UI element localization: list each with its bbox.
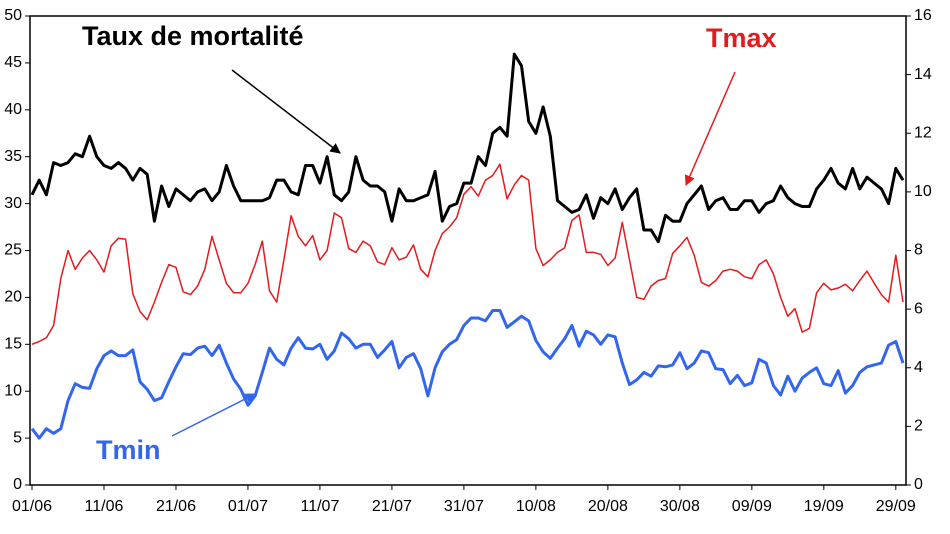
x-tick-label: 30/08	[660, 498, 700, 515]
y-tick-label: 30	[4, 195, 22, 212]
plot-area	[29, 15, 907, 486]
annotation-arrow	[171, 393, 256, 437]
y-tick-label: 45	[4, 54, 22, 71]
y2-tick-label: 0	[914, 476, 923, 493]
y-tick-label: 15	[4, 336, 22, 353]
annotation-arrow	[684, 71, 736, 186]
x-tick-label: 20/08	[588, 498, 628, 515]
y2-tick-label: 10	[914, 183, 932, 200]
y2-tick-label: 2	[914, 418, 923, 435]
x-tick-label: 01/07	[228, 498, 268, 515]
y-tick-label: 0	[13, 476, 22, 493]
y-tick-label: 40	[4, 101, 22, 118]
x-tick-label: 11/06	[85, 498, 124, 515]
x-tick-label: 21/06	[156, 498, 196, 515]
y2-tick-label: 16	[914, 7, 932, 24]
x-tick-label: 11/07	[301, 498, 340, 515]
y-tick-label: 50	[4, 7, 22, 24]
x-tick-label: 21/07	[372, 498, 412, 515]
y-tick-label: 35	[4, 148, 22, 165]
x-tick-label: 10/08	[516, 498, 556, 515]
x-tick-label: 29/09	[876, 498, 916, 515]
series-line	[30, 309, 905, 440]
x-tick-label: 09/09	[732, 498, 772, 515]
y-tick-label: 20	[4, 289, 22, 306]
y2-tick-label: 8	[914, 242, 923, 259]
y2-tick-label: 12	[914, 124, 932, 141]
series-annotation: Tmax	[706, 23, 777, 53]
y-tick-label: 10	[4, 382, 22, 399]
y-tick-label: 25	[4, 242, 22, 259]
x-tick-label: 31/07	[444, 498, 484, 515]
x-tick-label: 01/06	[12, 498, 52, 515]
annotation-arrow	[231, 69, 341, 154]
x-tick-label: 19/09	[804, 498, 844, 515]
series-line	[31, 163, 904, 345]
y2-tick-label: 4	[914, 359, 923, 376]
series-annotation: Taux de mortalité	[82, 21, 304, 51]
y-tick-label: 5	[13, 429, 22, 446]
y2-tick-label: 14	[914, 66, 932, 83]
series-line	[30, 52, 905, 244]
y2-tick-label: 6	[914, 300, 923, 317]
series-annotation: Tmin	[96, 435, 161, 465]
